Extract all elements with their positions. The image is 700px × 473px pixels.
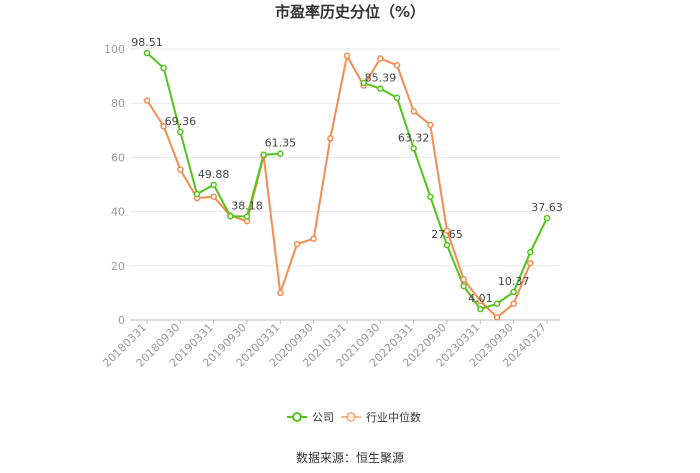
y-tick-label: 20 — [111, 260, 125, 273]
data-point-series-0[interactable] — [243, 213, 251, 220]
series-points — [143, 49, 551, 321]
data-label: 63.32 — [398, 131, 430, 144]
data-point-series-0[interactable] — [493, 300, 501, 307]
data-point-series-0[interactable] — [393, 94, 401, 102]
data-point-series-1[interactable] — [527, 259, 534, 267]
data-point-series-1[interactable] — [477, 297, 484, 305]
data-point-series-1[interactable] — [443, 227, 451, 234]
series-lines — [146, 52, 548, 319]
data-label: 49.88 — [198, 168, 230, 181]
data-point-series-1[interactable] — [310, 235, 317, 242]
data-label: 69.36 — [165, 115, 197, 128]
data-point-series-1[interactable] — [327, 135, 334, 142]
data-label: 61.35 — [265, 137, 297, 150]
data-point-series-1[interactable] — [160, 122, 167, 130]
data-point-series-1[interactable] — [493, 314, 501, 321]
data-point-series-1[interactable] — [410, 108, 417, 115]
data-label: 37.63 — [531, 201, 563, 214]
data-point-series-0[interactable] — [443, 241, 451, 249]
data-point-series-1[interactable] — [460, 276, 467, 283]
data-label: 85.39 — [365, 72, 397, 85]
data-label: 4.01 — [468, 292, 493, 305]
legend-label-industry-median: 行业中位数 — [366, 410, 421, 424]
data-point-series-0[interactable] — [477, 305, 484, 313]
legend-label-company: 公司 — [312, 411, 334, 424]
data-label: 38.18 — [231, 200, 263, 213]
data-point-series-1[interactable] — [143, 97, 151, 104]
data-point-series-1[interactable] — [510, 300, 517, 307]
data-point-series-0[interactable] — [527, 249, 534, 256]
data-point-series-1[interactable] — [293, 240, 301, 248]
legend-marker-industry-median — [346, 412, 356, 422]
data-point-series-0[interactable] — [360, 79, 367, 87]
data-point-series-0[interactable] — [510, 288, 517, 296]
data-point-series-1[interactable] — [393, 62, 401, 69]
data-label: 10.37 — [498, 275, 530, 288]
data-point-series-0[interactable] — [160, 64, 167, 72]
data-source: 数据来源：恒生聚源 — [296, 450, 404, 465]
data-point-series-0[interactable] — [143, 49, 151, 57]
y-tick-label: 40 — [111, 206, 125, 219]
data-point-series-0[interactable] — [543, 214, 551, 222]
y-tick-label: 0 — [118, 314, 125, 327]
data-labels: 98.51 69.36 49.88 38.18 61.35 85.39 63.32 27.65… — [131, 36, 563, 305]
data-point-series-1[interactable] — [377, 55, 384, 62]
data-point-series-0[interactable] — [227, 212, 234, 220]
data-point-series-0[interactable] — [427, 193, 434, 200]
legend-marker-company — [292, 412, 302, 422]
y-tick-label: 60 — [111, 151, 125, 164]
data-point-series-1[interactable] — [177, 166, 184, 173]
data-point-series-0[interactable] — [260, 151, 267, 158]
data-point-series-1[interactable] — [210, 193, 217, 200]
data-point-series-0[interactable] — [277, 150, 284, 157]
gridlines — [130, 48, 560, 267]
data-point-series-0[interactable] — [177, 128, 184, 136]
data-point-series-0[interactable] — [193, 190, 201, 198]
chart-title: 市盈率历史分位（%） — [275, 3, 425, 21]
y-tick-label: 80 — [111, 97, 125, 110]
series-line-1 — [146, 52, 532, 319]
data-point-series-0[interactable] — [210, 181, 217, 189]
data-point-series-1[interactable] — [343, 52, 351, 60]
data-label: 27.65 — [431, 228, 463, 241]
data-label: 98.51 — [131, 36, 163, 49]
data-point-series-0[interactable] — [377, 85, 384, 92]
legend-item-industry-median[interactable]: 行业中位数 — [341, 410, 421, 424]
data-point-series-1[interactable] — [427, 121, 434, 129]
data-point-series-0[interactable] — [410, 145, 417, 152]
y-tick-label: 100 — [104, 43, 125, 56]
data-point-series-1[interactable] — [277, 289, 284, 297]
legend-item-company[interactable]: 公司 — [287, 411, 334, 424]
data-point-series-0[interactable] — [460, 282, 467, 290]
legend[interactable]: 公司 行业中位数 — [287, 410, 421, 424]
